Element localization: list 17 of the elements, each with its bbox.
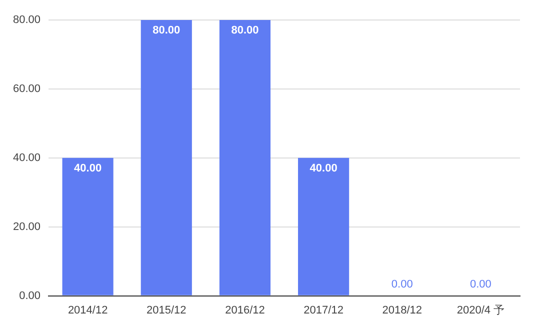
y-tick-label: 80.00 (12, 14, 41, 26)
x-tick-label: 2016/12 (225, 304, 265, 316)
data-label: 0.00 (470, 278, 492, 290)
data-label: 40.00 (310, 162, 338, 174)
data-label: 40.00 (74, 162, 102, 174)
x-tick-label: 2014/12 (68, 304, 108, 316)
y-tick-label: 20.00 (12, 220, 41, 233)
y-tick-label: 40.00 (12, 152, 41, 164)
x-tick-label: 2015/12 (146, 304, 186, 316)
x-tick-label: 2018/12 (382, 304, 422, 316)
x-tick-label: 2020/4 予 (456, 304, 505, 316)
data-label: 80.00 (152, 24, 180, 37)
data-label: 80.00 (231, 24, 259, 37)
x-tick-label: 2017/12 (304, 304, 344, 316)
y-tick-label: 60.00 (12, 82, 41, 95)
data-label: 0.00 (391, 278, 413, 290)
y-tick-label: 0.00 (19, 290, 41, 302)
